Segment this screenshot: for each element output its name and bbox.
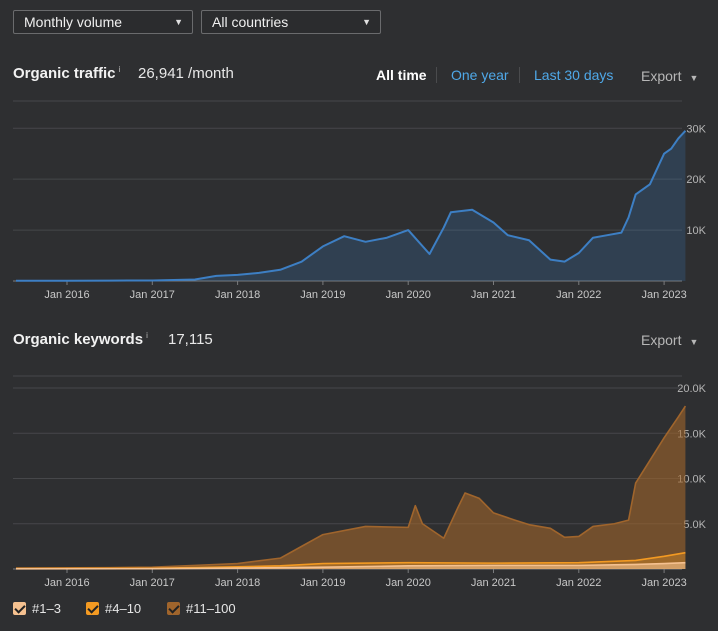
x-tick-label: Jan 2017 (130, 577, 175, 589)
info-icon[interactable]: i (118, 65, 121, 74)
organic-traffic-label: Organic traffic (13, 65, 116, 82)
x-tick-label: Jan 2021 (471, 289, 516, 301)
legend-item-11-100[interactable]: #11–100 (167, 601, 236, 616)
legend-label: #1–3 (32, 601, 61, 616)
legend-label: #11–100 (186, 601, 236, 616)
x-tick-label: Jan 2018 (215, 577, 260, 589)
traffic-line (15, 130, 687, 282)
chevron-down-icon: ▼ (689, 73, 699, 83)
keywords-export-label: Export (641, 332, 682, 348)
organic-keywords-title: Organic keywords i (13, 331, 148, 348)
info-icon[interactable]: i (146, 331, 148, 340)
checkbox-icon (13, 602, 26, 615)
x-tick-label: Jan 2021 (471, 577, 516, 589)
organic-traffic-title: Organic traffic i (13, 65, 120, 82)
checkbox-icon (167, 602, 180, 615)
range-one-year[interactable]: One year (451, 67, 509, 83)
y-tick-label: 20K (686, 174, 706, 186)
organic-keywords-value: 17,115 (168, 331, 213, 348)
keywords-line-2 (15, 405, 687, 569)
x-tick-label: Jan 2019 (300, 289, 345, 301)
organic-traffic-value: 26,941 /month (138, 65, 234, 82)
chevron-down-icon: ▼ (362, 17, 371, 27)
x-tick-label: Jan 2017 (130, 289, 175, 301)
x-tick-label: Jan 2023 (641, 289, 686, 301)
y-tick-label: 30K (686, 123, 706, 135)
x-tick-label: Jan 2020 (386, 577, 431, 589)
organic-traffic-chart: 10K 20K 30K Jan 2016 Jan 2017 Jan 2018 Jan 201… (13, 100, 707, 301)
traffic-export-label: Export (641, 68, 682, 84)
keywords-export-button[interactable]: Export ▼ (641, 332, 698, 348)
range-last-30-days[interactable]: Last 30 days (534, 67, 614, 83)
country-select[interactable]: All countries ▼ (201, 10, 381, 34)
monthly-volume-select[interactable]: Monthly volume ▼ (13, 10, 193, 34)
organic-keywords-label: Organic keywords (13, 331, 144, 348)
traffic-export-button[interactable]: Export ▼ (641, 68, 698, 84)
keywords-area-0 (16, 562, 686, 569)
x-tick-label: Jan 2016 (44, 577, 89, 589)
keywords-area-2 (16, 406, 686, 569)
chevron-down-icon: ▼ (689, 337, 699, 347)
monthly-volume-select-value: Monthly volume (24, 14, 123, 30)
range-all-time[interactable]: All time (376, 67, 427, 83)
keywords-line-1 (15, 551, 686, 570)
x-tick-label: Jan 2020 (386, 289, 431, 301)
x-tick-label: Jan 2022 (556, 577, 601, 589)
y-tick-label: 5.0K (683, 519, 706, 531)
y-tick-label: 10K (686, 225, 706, 237)
legend-item-4-10[interactable]: #4–10 (86, 601, 141, 616)
x-tick-label: Jan 2023 (641, 577, 686, 589)
chevron-down-icon: ▼ (174, 17, 183, 27)
x-tick-label: Jan 2019 (300, 577, 345, 589)
x-tick-label: Jan 2016 (44, 289, 89, 301)
checkbox-icon (86, 602, 99, 615)
country-select-value: All countries (212, 14, 289, 30)
traffic-area (16, 130, 686, 281)
x-tick-label: Jan 2018 (215, 289, 260, 301)
legend-label: #4–10 (105, 601, 142, 616)
range-divider (519, 67, 520, 83)
x-tick-label: Jan 2022 (556, 289, 601, 301)
keywords-line-0 (15, 561, 686, 570)
range-divider (436, 67, 437, 83)
y-tick-label: 20.0K (677, 383, 706, 395)
legend-item-1-3[interactable]: #1–3 (13, 601, 61, 616)
